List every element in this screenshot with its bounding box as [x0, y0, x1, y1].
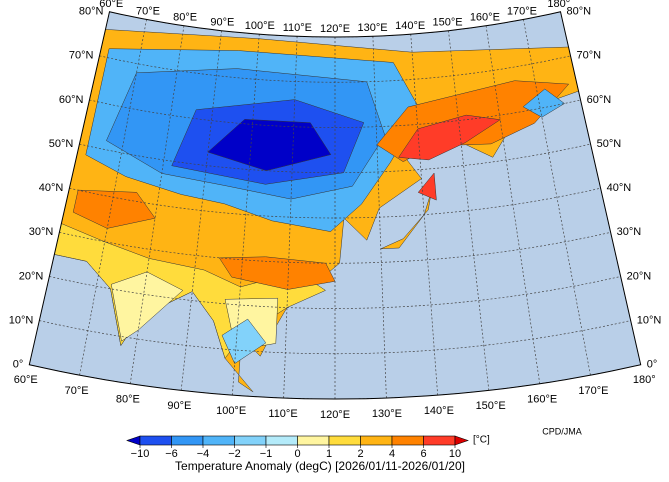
lon-label-bottom: 180° — [633, 374, 656, 386]
parallel — [69, 187, 601, 219]
anomaly-area — [417, 172, 437, 201]
lon-label-top: 110°E — [283, 22, 312, 34]
lon-label-bottom: 110°E — [268, 408, 297, 420]
lat-label-left: 60°N — [59, 94, 84, 106]
parallel — [79, 143, 591, 174]
meridian — [523, 19, 591, 376]
lon-label-top: 90°E — [210, 17, 234, 29]
lon-label-bottom: 130°E — [372, 408, 402, 420]
lat-label-right: 0° — [647, 359, 658, 371]
lon-label-top: 140°E — [395, 20, 425, 32]
lon-label-bottom: 100°E — [216, 405, 246, 417]
anomaly-field — [54, 29, 579, 393]
lat-label-right: 50°N — [597, 138, 622, 150]
lat-label-right: 30°N — [617, 226, 642, 238]
parallel — [49, 276, 621, 309]
lat-label-right: 40°N — [607, 182, 632, 194]
lon-label-top: 70°E — [136, 5, 160, 17]
lat-label-left: 10°N — [9, 314, 34, 326]
parallel — [89, 99, 581, 128]
lon-label-bottom: 150°E — [476, 400, 506, 412]
lon-label-top: 170°E — [507, 5, 537, 17]
lon-label-top: 60°E — [99, 0, 123, 10]
colorbar-tick-label: 10 — [449, 448, 461, 460]
lon-label-bottom: 70°E — [65, 385, 89, 397]
colorbar-unit: [°C] — [473, 435, 490, 446]
map-frame — [28, 11, 642, 400]
colorbar-tick-label: −2 — [228, 448, 241, 460]
colorbar-tick-label: 6 — [420, 448, 426, 460]
lon-label-top: 180° — [547, 0, 570, 10]
anomaly-area — [111, 271, 184, 342]
lat-label-left: 80°N — [79, 6, 104, 18]
colorbar-segment — [423, 435, 456, 446]
colorbar-tick-label: 0 — [294, 448, 300, 460]
colorbar-segment — [391, 435, 424, 446]
colorbar-segment — [234, 435, 267, 446]
anomaly-area — [207, 119, 332, 171]
colorbar-segment — [202, 435, 235, 446]
lon-label-top: 80°E — [173, 12, 197, 24]
colorbar-tick-label: −6 — [165, 448, 178, 460]
lat-label-left: 40°N — [39, 182, 64, 194]
coordinate-labels: 60°E 60°E 70°E 70°E 80°E 80°E 90°E 90°E 100°E 100… — [9, 0, 662, 421]
meridian — [283, 36, 298, 399]
parallel — [99, 55, 571, 83]
meridian — [485, 25, 541, 384]
lon-label-bottom: 140°E — [424, 405, 454, 417]
colorbar-tick-label: −1 — [260, 448, 273, 460]
colorbar-segment — [297, 435, 330, 446]
colorbar-segment — [328, 435, 361, 446]
colorbar: −10 −6 −4 −2 −1 0 1 2 4 6 10 — [126, 435, 469, 460]
anomaly-area — [221, 318, 267, 364]
colorbar-segment — [171, 435, 204, 446]
lat-label-left: 30°N — [29, 226, 54, 238]
colorbar-tick-label: 4 — [389, 448, 395, 460]
lon-label-top: 160°E — [470, 12, 500, 24]
colorbar-segment — [360, 435, 393, 446]
lat-label-left: 50°N — [49, 138, 74, 150]
lon-label-bottom: 120°E — [320, 409, 350, 421]
colorbar-segment — [265, 435, 298, 446]
colorbar-extend-low — [126, 435, 141, 446]
lat-label-left: 70°N — [69, 50, 94, 62]
lon-label-bottom: 80°E — [116, 393, 140, 405]
colorbar-tick-label: 2 — [357, 448, 363, 460]
lon-label-top: 100°E — [245, 20, 275, 32]
colorbar-title: Temperature Anomaly (degC) [2026/01/11-2… — [175, 459, 465, 473]
colorbar-tick-label: 1 — [326, 448, 332, 460]
lat-label-left: 20°N — [19, 270, 44, 282]
parallel — [39, 320, 631, 355]
anomaly-area — [72, 189, 156, 229]
lon-label-top: 150°E — [433, 17, 463, 29]
lat-label-left: 0° — [13, 359, 24, 371]
lat-label-right: 70°N — [577, 50, 602, 62]
meridian — [231, 34, 260, 396]
colorbar-tick-label: −4 — [197, 448, 210, 460]
lon-label-bottom: 160°E — [527, 393, 557, 405]
lon-label-bottom: 90°E — [167, 400, 191, 412]
lon-label-top: 120°E — [320, 23, 350, 35]
lat-label-right: 10°N — [637, 314, 662, 326]
lon-label-bottom: 60°E — [14, 374, 38, 386]
colorbar-tick-label: −10 — [131, 448, 150, 460]
lon-label-bottom: 170°E — [578, 385, 608, 397]
colorbar-segment — [139, 435, 172, 446]
parallel — [59, 231, 611, 264]
lat-label-right: 20°N — [627, 270, 652, 282]
lat-label-right: 80°N — [567, 6, 592, 18]
credit: CPD/JMA — [542, 426, 582, 436]
anomaly-area — [398, 114, 501, 161]
colorbar-extend-high — [454, 435, 469, 446]
lon-label-top: 130°E — [358, 22, 388, 34]
lat-label-right: 60°N — [587, 94, 612, 106]
